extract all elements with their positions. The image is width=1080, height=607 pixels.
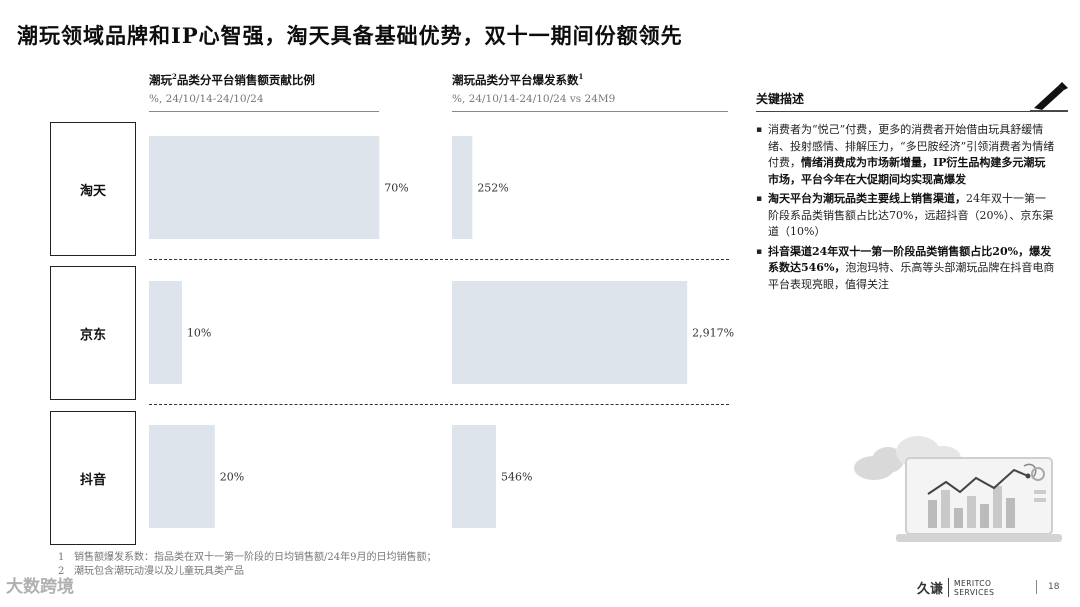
- left-bar-label: 20%: [220, 471, 244, 484]
- jd-logo-icon: JD: [20, 328, 32, 338]
- left-bar-抖音: [149, 425, 215, 528]
- right-chart-header: 潮玩品类分平台爆发系数1 %, 24/10/14-24/10/24 vs 24M…: [452, 72, 728, 112]
- description-rule: [756, 111, 1066, 112]
- footnote: 1 销售额爆发系数：指品类在双十一第一阶段的日均销售额/24年9月的日均销售额；: [58, 552, 437, 563]
- description-bullet: 抖音渠道24年双十一第一阶段品类销售额占比20%，爆发系数达546%，泡泡玛特、…: [756, 244, 1056, 294]
- page-title: 潮玩领域品牌和IP心智强，淘天具备基础优势，双十一期间份额领先: [17, 23, 683, 48]
- right-bar-淘天: [452, 136, 473, 239]
- platform-label-jingdong: 京东: [79, 327, 106, 343]
- left-chart-title: 潮玩2品类分平台销售额贡献比例: [149, 72, 315, 87]
- douyin-logo-icon: ♪: [23, 472, 29, 482]
- right-chart-subtitle: %, 24/10/14-24/10/24 vs 24M9: [452, 93, 616, 105]
- brand-cn: 久谦: [917, 578, 950, 597]
- platform-label-taotian: 淘天: [79, 183, 106, 199]
- footnotes: 1 销售额爆发系数：指品类在双十一第一阶段的日均销售额/24年9月的日均销售额； 2…: [58, 551, 436, 579]
- description-bullet: 淘天平台为潮玩品类主要线上销售渠道，24年双十一第一阶段系品类销售额占比达70%…: [756, 191, 1056, 241]
- platform-box-taotian: 淘天: [50, 122, 136, 256]
- right-chart-rule: [452, 111, 728, 112]
- left-chart-subtitle: %, 24/10/14-24/10/24: [149, 93, 264, 105]
- description-bullets: 消费者为“悦己”付费，更多的消费者开始借由玩具舒缓情绪、投射感情、排解压力，“多…: [756, 122, 1056, 296]
- platform-box-douyin: 抖音: [50, 411, 136, 545]
- right-bar-label: 2,917%: [692, 327, 734, 340]
- footnote: 2 潮玩包含潮玩动漫以及儿童玩具类产品: [58, 566, 244, 577]
- description-bullet: 消费者为“悦己”付费，更多的消费者开始借由玩具舒缓情绪、投射感情、排解压力，“多…: [756, 122, 1056, 188]
- left-chart-rule: [149, 111, 379, 112]
- row-divider: [149, 259, 729, 260]
- left-bar-京东: [149, 281, 182, 384]
- bar-charts: 70% 10% 20% 252% 2,917% 546%: [149, 136, 734, 528]
- pen-icon: [1030, 82, 1068, 112]
- row-divider: [149, 404, 729, 405]
- left-bar-label: 70%: [384, 182, 408, 195]
- left-chart-header: 潮玩2品类分平台销售额贡献比例 %, 24/10/14-24/10/24: [149, 72, 379, 112]
- page-separator: [1036, 580, 1037, 594]
- right-bar-京东: [452, 281, 688, 384]
- left-bar-淘天: [149, 136, 380, 239]
- description-title: 关键描述: [756, 92, 805, 106]
- right-chart-title: 潮玩品类分平台爆发系数1: [452, 72, 584, 87]
- left-bar-label: 10%: [187, 327, 211, 340]
- brand-en: MERITCO SERVICES: [954, 578, 995, 597]
- left-bar-chart: 70% 10% 20%: [149, 136, 409, 528]
- right-bar-抖音: [452, 425, 497, 528]
- right-bar-chart: 252% 2,917% 546%: [452, 136, 734, 528]
- platform-box-jingdong: 京东: [50, 266, 136, 400]
- brand-logo: 久谦 MERITCO SERVICES: [917, 578, 994, 597]
- page-number: 18: [1048, 582, 1060, 592]
- laptop-chart-illustration-icon: [854, 436, 1062, 542]
- platform-label-douyin: 抖音: [79, 472, 106, 488]
- watermark: 大数跨境: [6, 577, 74, 597]
- right-bar-label: 252%: [477, 182, 508, 195]
- tmall-logo-icon: 天猫: [16, 184, 35, 195]
- right-bar-label: 546%: [501, 471, 532, 484]
